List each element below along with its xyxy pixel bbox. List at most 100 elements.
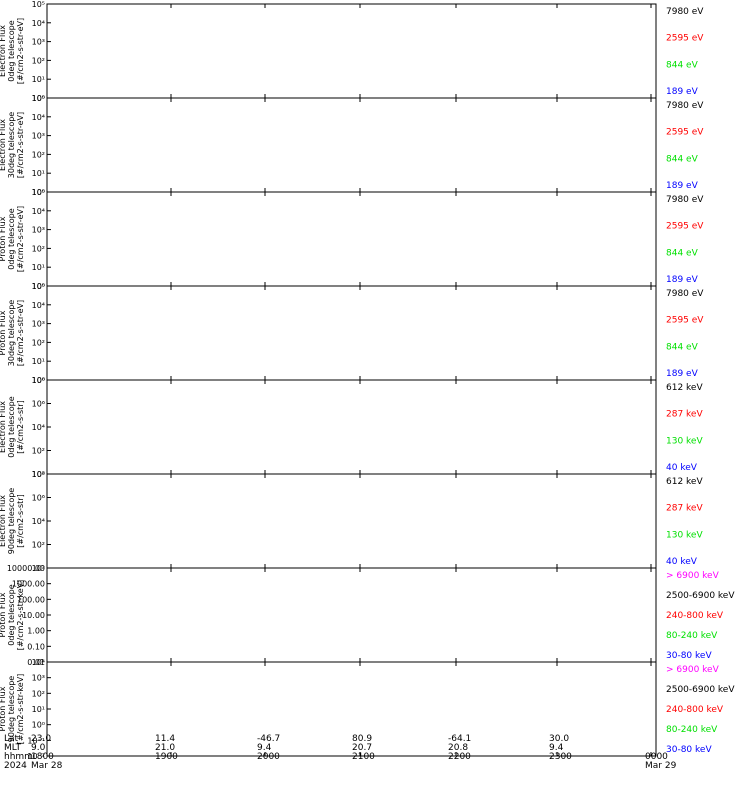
mlt-value: 9.0 [31, 743, 46, 753]
chart-panel: 10⁰ 10¹ 10² 10³ 10⁴ 10⁵ TEDElectron Flux30deg … [0, 94, 704, 197]
y-axis-label-line: 0deg telescope [7, 208, 16, 269]
y-tick-label: 10¹ [32, 75, 45, 84]
y-tick-label: 10⁸ [32, 376, 45, 385]
y-tick-label: 10² [32, 338, 45, 347]
xaxis-label-year: 2024 [4, 761, 27, 771]
y-tick-label: 10000.00 [7, 564, 45, 573]
legend-entry: 2595 eV [666, 128, 704, 138]
y-axis-label: TEDElectron Flux0deg telescope[#/cm2-s-s… [0, 18, 25, 84]
plot-frame [46, 97, 657, 193]
y-axis-label-line: 90deg telescope [7, 676, 16, 743]
plot-frame [46, 191, 657, 287]
mlt-value: 9.4 [257, 743, 272, 753]
y-tick-label: 10⁴ [32, 423, 45, 432]
y-axis-label: TEDElectron Flux30deg telescope[#/cm2-s-… [0, 112, 25, 179]
y-tick-label: 10⁴ [32, 19, 45, 28]
legend-entry: 2595 eV [666, 222, 704, 232]
legend-entry: 189 eV [666, 87, 699, 97]
legend-entry: 189 eV [666, 275, 699, 285]
legend-entry: 80-240 keV [666, 631, 718, 641]
y-tick-label: 10⁰ [32, 282, 45, 291]
xaxis-label-mlt: MLT [4, 743, 22, 753]
y-tick-label: 0.10 [27, 642, 45, 651]
y-axis-label-line: [#/cm2-s-str-keV] [16, 580, 25, 651]
y-axis-label: MEPEDElectron Flux0deg telescope[#/cm2-s… [0, 396, 25, 457]
y-axis-label-line: Proton Flux [0, 592, 7, 637]
date-value: Mar 29 [645, 761, 677, 771]
legend-entry: 2500-6900 keV [666, 591, 735, 601]
legend-entry: 2500-6900 keV [666, 685, 735, 695]
y-axis-label: MEPEDProton Flux0deg telescope[#/cm2-s-s… [0, 580, 25, 651]
y-tick-label: 10² [32, 447, 45, 456]
legend-entry: 844 eV [666, 60, 699, 70]
date-value: Mar 28 [31, 761, 63, 771]
plot-frame [46, 567, 657, 663]
y-tick-label: 10.00 [22, 611, 45, 620]
legend-entry: 130 keV [666, 436, 703, 446]
chart-panel: 10⁰ 10¹ 10² 10³ 10⁴ 10⁵ TEDElectron Flux0deg t… [0, 0, 704, 103]
y-tick-label: 10⁵ [32, 188, 45, 197]
chart-panel: 10² 10² 10⁴ 10⁶ 10⁸ MEPEDElectron Flux0deg te… [0, 376, 703, 479]
legend-entry: 612 keV [666, 477, 703, 487]
y-tick-label: 10² [32, 470, 45, 479]
legend-entry: 189 eV [666, 369, 699, 379]
hhmm-value: 2300 [549, 752, 572, 762]
legend-entry: 80-240 keV [666, 725, 718, 735]
plot-frame [46, 379, 657, 475]
y-axis-label-line: Proton Flux [0, 686, 7, 731]
legend-entry: 40 keV [666, 463, 698, 473]
chart-panel: 10⁰ 10¹ 10² 10³ 10⁴ 10⁵ TEDProton Flux30deg te… [0, 282, 704, 385]
y-tick-label: 10¹ [32, 263, 45, 272]
mlt-value: 20.7 [352, 743, 372, 753]
legend-entry: 844 eV [666, 342, 699, 352]
y-axis-label-line: [#/cm2-s-str-eV] [16, 300, 25, 366]
y-tick-label: 10⁶ [32, 494, 45, 503]
plot-frame [46, 285, 657, 381]
xaxis-label-lat: Lat [4, 734, 19, 744]
hhmm-value: 2100 [352, 752, 375, 762]
lat-value: 80.9 [352, 734, 372, 744]
y-tick-label: 1000.00 [12, 580, 45, 589]
legend-entry: 844 eV [666, 248, 699, 258]
chart-panel: 0.01 0.10 1.00 10.00 100.00 1000.00 10000.00 ME… [0, 564, 735, 667]
time-axis: Lat MLT hhmm 2024 23.0 9.0 1800 Mar 28 1… [4, 734, 677, 771]
y-tick-label: 10¹ [32, 357, 45, 366]
hhmm-value: 2200 [448, 752, 471, 762]
y-tick-label: 10³ [32, 320, 45, 329]
lat-value: -64.1 [448, 734, 471, 744]
y-tick-label: 10⁰ [32, 376, 45, 385]
y-tick-label: 10⁰ [32, 94, 45, 103]
hhmm-value: 1900 [155, 752, 178, 762]
y-tick-label: 10⁵ [32, 282, 45, 291]
y-axis-label-line: Proton Flux [0, 216, 7, 261]
y-tick-label: 10⁴ [32, 113, 45, 122]
y-tick-label: 10³ [32, 674, 45, 683]
y-tick-label: 100.00 [17, 595, 45, 604]
y-tick-label: 10⁸ [32, 470, 45, 479]
y-axis-label-line: [#/cm2-s-str-keV] [16, 674, 25, 745]
y-tick-label: 10⁴ [32, 207, 45, 216]
chart-panel: 10² 10² 10⁴ 10⁶ 10⁸ MEPEDElectron Flux90deg t… [0, 470, 703, 573]
y-tick-label: 10⁻² [27, 752, 45, 761]
y-tick-label: 10³ [32, 132, 45, 141]
lat-value: 11.4 [155, 734, 175, 744]
y-tick-label: 10⁵ [32, 94, 45, 103]
y-axis-label-line: 30deg telescope [7, 300, 16, 367]
legend-entry: 130 keV [666, 530, 703, 540]
y-axis-label-line: [#/cm2-s-str] [16, 494, 25, 547]
y-tick-label: 10² [32, 564, 45, 573]
legend-entry: 287 keV [666, 504, 703, 514]
legend-entry: > 6900 keV [666, 571, 720, 581]
legend-entry: 287 keV [666, 410, 703, 420]
lat-value: 30.0 [549, 734, 569, 744]
y-axis-label-line: [#/cm2-s-str] [16, 400, 25, 453]
y-tick-label: 10⁻¹ [27, 736, 45, 745]
y-axis-label-line: Electron Flux [0, 119, 7, 171]
y-tick-label: 0.01 [27, 658, 45, 667]
y-axis-label-line: Proton Flux [0, 310, 7, 355]
lat-value: 23.0 [31, 734, 51, 744]
xaxis-label-hhmm: hhmm [4, 752, 33, 762]
y-axis-label: TEDProton Flux0deg telescope[#/cm2-s-str… [0, 206, 25, 272]
y-tick-label: 10⁶ [32, 400, 45, 409]
y-tick-label: 10¹ [32, 169, 45, 178]
